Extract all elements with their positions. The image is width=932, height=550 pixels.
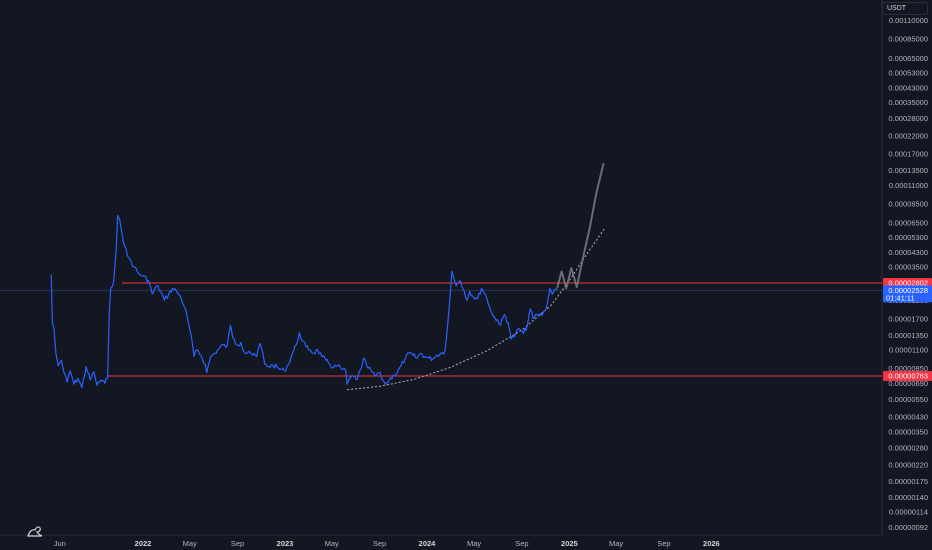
x-tick-label: May bbox=[183, 539, 197, 548]
x-tick-label: 2026 bbox=[703, 539, 720, 548]
bar-countdown-label: 01:41:11 bbox=[886, 293, 915, 302]
trend-curve[interactable] bbox=[347, 228, 605, 391]
y-tick-label: 0.00000350 bbox=[888, 427, 928, 436]
x-tick-label: Sep bbox=[657, 539, 670, 548]
y-tick-label: 0.00043000 bbox=[888, 83, 928, 92]
x-tick-label: May bbox=[467, 539, 481, 548]
y-tick-label: 0.00011000 bbox=[889, 181, 928, 190]
x-tick-label: 2023 bbox=[277, 539, 294, 548]
currency-label[interactable]: USDT bbox=[882, 2, 928, 15]
y-tick-label: 0.00000280 bbox=[888, 443, 928, 452]
tradingview-logo-icon[interactable] bbox=[27, 524, 43, 538]
y-tick-label: 0.00000140 bbox=[888, 493, 928, 502]
y-tick-label: 0.00001100 bbox=[889, 345, 928, 354]
y-tick-label: 0.00000550 bbox=[888, 395, 928, 404]
y-tick-label: 0.00004300 bbox=[888, 248, 928, 257]
y-tick-label: 0.00000690 bbox=[888, 379, 928, 388]
y-tick-label: 0.00013500 bbox=[888, 166, 928, 175]
y-tick-label: 0.00065000 bbox=[888, 54, 928, 63]
x-tick-label: May bbox=[609, 539, 623, 548]
y-tick-label: 0.00000175 bbox=[888, 477, 928, 486]
x-tick-label: 2025 bbox=[561, 539, 578, 548]
projection-path[interactable] bbox=[556, 162, 605, 290]
y-tick-label: 0.00001350 bbox=[888, 331, 928, 340]
y-tick-label: 0.00000850 bbox=[888, 364, 928, 373]
y-tick-label: 0.00006500 bbox=[888, 218, 928, 227]
y-tick-label: 0.00000220 bbox=[888, 461, 928, 470]
y-tick-label: 0.00028000 bbox=[888, 114, 928, 123]
x-tick-label: 2024 bbox=[419, 539, 437, 548]
current-price-label: 0.00002528 bbox=[888, 286, 928, 295]
y-tick-label: 0.00005300 bbox=[888, 233, 928, 242]
x-tick-label: May bbox=[325, 539, 339, 548]
current-price-tag[interactable] bbox=[883, 285, 932, 303]
y-tick-label: 0.00053000 bbox=[888, 68, 928, 77]
y-tick-label: 0.00008500 bbox=[888, 199, 928, 208]
x-tick-label: 2022 bbox=[135, 539, 152, 548]
y-tick-label: 0.00017000 bbox=[888, 150, 928, 159]
y-tick-label: 0.00001700 bbox=[888, 314, 928, 323]
level-price-label: 0.00000763 bbox=[888, 372, 928, 381]
x-tick-label: Sep bbox=[515, 539, 528, 548]
y-tick-label: 0.00003500 bbox=[888, 263, 928, 272]
y-tick-label: 0.00110000 bbox=[889, 16, 928, 25]
level-price-label: 0.00002802 bbox=[888, 279, 928, 288]
x-tick-label: Jun bbox=[54, 539, 66, 548]
y-tick-label: 0.00022000 bbox=[888, 131, 928, 140]
y-tick-label: 0.00000114 bbox=[889, 508, 928, 517]
y-tick-label: 0.00035000 bbox=[888, 98, 928, 107]
price-line[interactable] bbox=[50, 214, 558, 389]
level-price-tag[interactable] bbox=[883, 371, 932, 381]
y-tick-label: 0.00000430 bbox=[888, 413, 928, 422]
plot-area[interactable] bbox=[0, 0, 882, 535]
y-tick-label: 0.00085000 bbox=[888, 35, 928, 44]
x-tick-label: Sep bbox=[231, 539, 244, 548]
x-tick-label: Sep bbox=[373, 539, 386, 548]
y-tick-label: 0.00000092 bbox=[888, 523, 928, 532]
